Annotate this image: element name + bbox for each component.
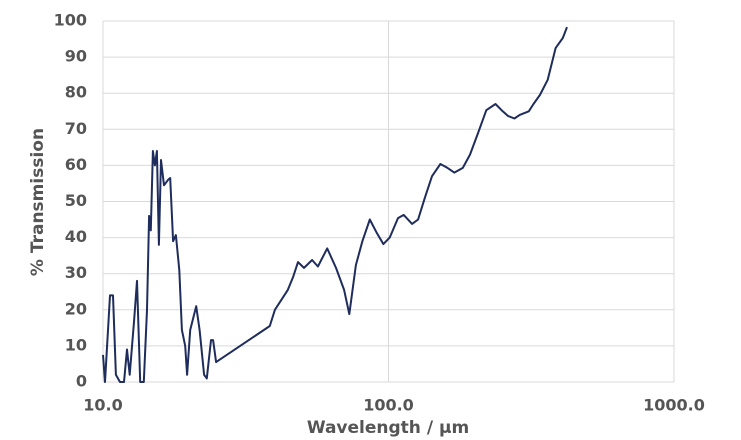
x-axis-title: Wavelength / µm — [307, 418, 469, 438]
y-tick-label: 90 — [65, 47, 87, 66]
y-tick-label: 20 — [65, 299, 87, 318]
y-axis-title: % Transmission — [28, 128, 48, 276]
y-tick-label: 30 — [65, 263, 87, 282]
y-tick-label: 60 — [65, 155, 87, 174]
x-tick-label: 10.0 — [83, 396, 122, 415]
x-tick-label: 1000.0 — [643, 396, 705, 415]
y-tick-label: 80 — [65, 83, 87, 102]
y-tick-label: 70 — [65, 119, 87, 138]
x-tick-label: 100.0 — [363, 396, 414, 415]
y-tick-label: 0 — [76, 372, 87, 391]
y-tick-label: 50 — [65, 191, 87, 210]
data-line — [102, 26, 568, 383]
y-tick-label: 10 — [65, 335, 87, 354]
y-tick-label: 40 — [65, 227, 87, 246]
y-tick-label: 100 — [54, 11, 87, 30]
